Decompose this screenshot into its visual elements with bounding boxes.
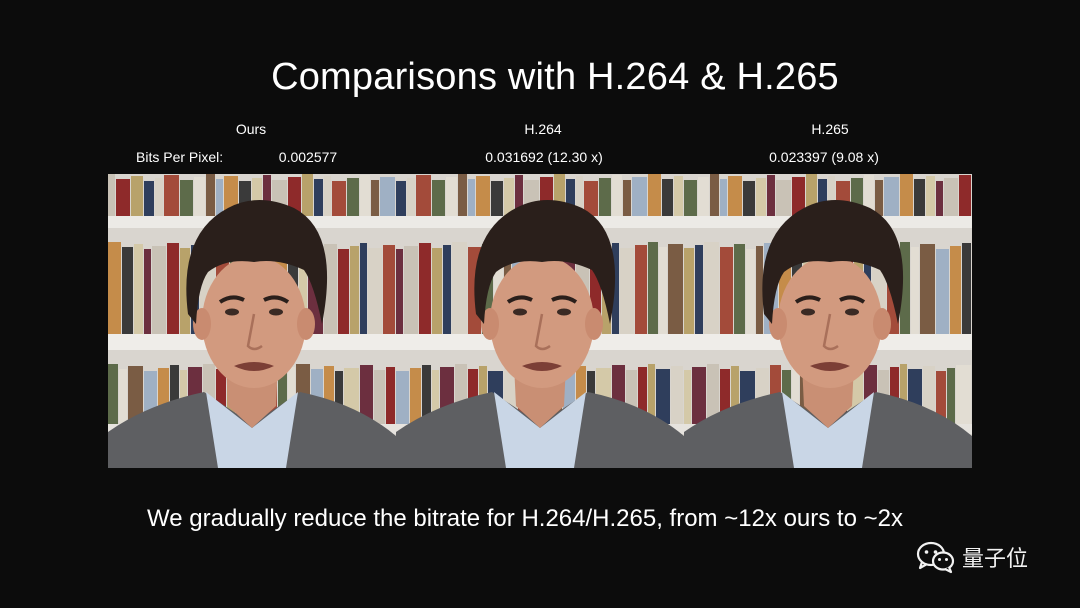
wechat-icon: [916, 541, 955, 574]
speaker-frame-illustration: [108, 174, 396, 468]
bpp-value-ours: 0.002577: [278, 149, 338, 165]
bpp-value-h265: 0.023397 (9.08 x): [769, 149, 879, 165]
bpp-value-h264: 0.031692 (12.30 x): [485, 149, 603, 165]
video-frame-ours: [108, 174, 396, 468]
slide-caption: We gradually reduce the bitrate for H.26…: [147, 505, 903, 532]
column-label-h265: H.265: [811, 121, 849, 137]
watermark: 量子位: [916, 540, 1028, 574]
video-frame-h265: [684, 174, 972, 468]
speaker-frame-illustration: [684, 174, 972, 468]
column-label-h264: H.264: [524, 121, 562, 137]
video-frame-comparison: [108, 174, 972, 468]
watermark-text: 量子位: [962, 547, 1029, 572]
bits-per-pixel-label: Bits Per Pixel:: [136, 149, 224, 165]
slide-title: Comparisons with H.264 & H.265: [271, 56, 839, 98]
video-frame-h264: [396, 174, 684, 468]
column-label-ours: Ours: [235, 121, 267, 137]
speaker-frame-illustration: [396, 174, 684, 468]
